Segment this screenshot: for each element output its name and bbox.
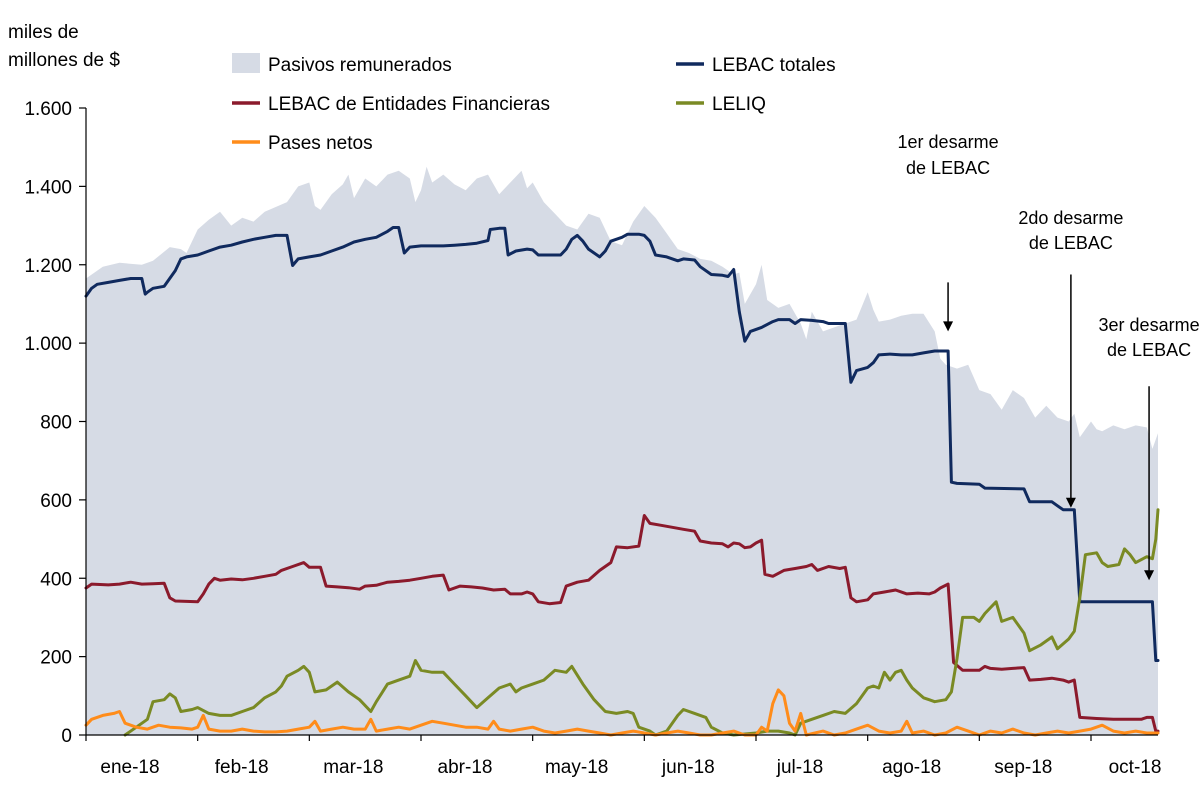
legend-label-pasivos-remunerados: Pasivos remunerados: [268, 55, 452, 76]
annotation-text: de LEBAC: [1107, 340, 1191, 360]
series-line-lebac-de-entidades-financieras: [84, 514, 1160, 733]
x-tick-label: may-18: [545, 757, 608, 778]
x-tick-label: abr-18: [438, 757, 493, 778]
annotation-arrow-head: [943, 321, 954, 332]
x-tick-label: oct-18: [1109, 757, 1162, 778]
annotation-text: 2do desarme: [1018, 208, 1123, 228]
line-layer: [84, 226, 1160, 737]
area-layer: [86, 166, 1158, 736]
y-tick-label: 0: [61, 726, 72, 747]
y-tick-label: 800: [40, 413, 72, 434]
annotation-arrow-head: [1144, 570, 1155, 581]
series-line-pases-netos: [84, 688, 1160, 737]
legend-label-leliq: LELIQ: [712, 94, 766, 115]
x-tick-label: ago-18: [882, 757, 941, 778]
x-tick-label: sep-18: [994, 757, 1052, 778]
y-tick-label: 1.600: [24, 99, 72, 120]
x-tick-label: jul-18: [776, 757, 823, 778]
x-ticks: ene-18 feb-18 mar-18 abr-18 may-18 jun-18 jul-…: [85, 735, 1162, 778]
annotation-text: 3er desarme: [1099, 315, 1200, 335]
legend-label-lebac-totales: LEBAC totales: [712, 55, 836, 76]
y-tick-label: 600: [40, 491, 72, 512]
legend-swatch-pasivos-remunerados: [232, 53, 260, 73]
annotation-text: 1er desarme: [898, 132, 999, 152]
y-axis-label-line2: millones de $: [8, 50, 120, 71]
y-tick-label: 400: [40, 569, 72, 590]
legend-label-pases-netos: Pases netos: [268, 133, 373, 154]
y-tick-label: 1.200: [24, 256, 72, 277]
series-line-leliq: [123, 508, 1160, 737]
legend: Pasivos remunerados LEBAC totales LEBAC de…: [232, 53, 836, 154]
y-tick-label: 200: [40, 648, 72, 669]
x-tick-label: feb-18: [215, 757, 269, 778]
annotation-text: de LEBAC: [906, 158, 990, 178]
annotation-arrow-head: [1065, 497, 1076, 508]
y-ticks: 0 200 400 600 800 1.000 1.200 1.400 1.600: [24, 99, 86, 747]
y-axis-label-line1: miles de: [8, 22, 79, 43]
annotation-text: de LEBAC: [1029, 233, 1113, 253]
y-tick-label: 1.400: [24, 177, 72, 198]
series-line-lebac-totales: [84, 226, 1160, 662]
legend-label-lebac-de-entidades-financieras: LEBAC de Entidades Financieras: [268, 94, 550, 115]
x-tick-label: ene-18: [100, 757, 159, 778]
y-tick-label: 1.000: [24, 334, 72, 355]
x-tick-label: jun-18: [661, 757, 715, 778]
x-tick-label: mar-18: [323, 757, 383, 778]
annotations: 1er desarme de LEBAC 2do desarme de LEBAC 3e…: [898, 132, 1200, 581]
series-area-pasivos-remunerados: [86, 166, 1158, 736]
